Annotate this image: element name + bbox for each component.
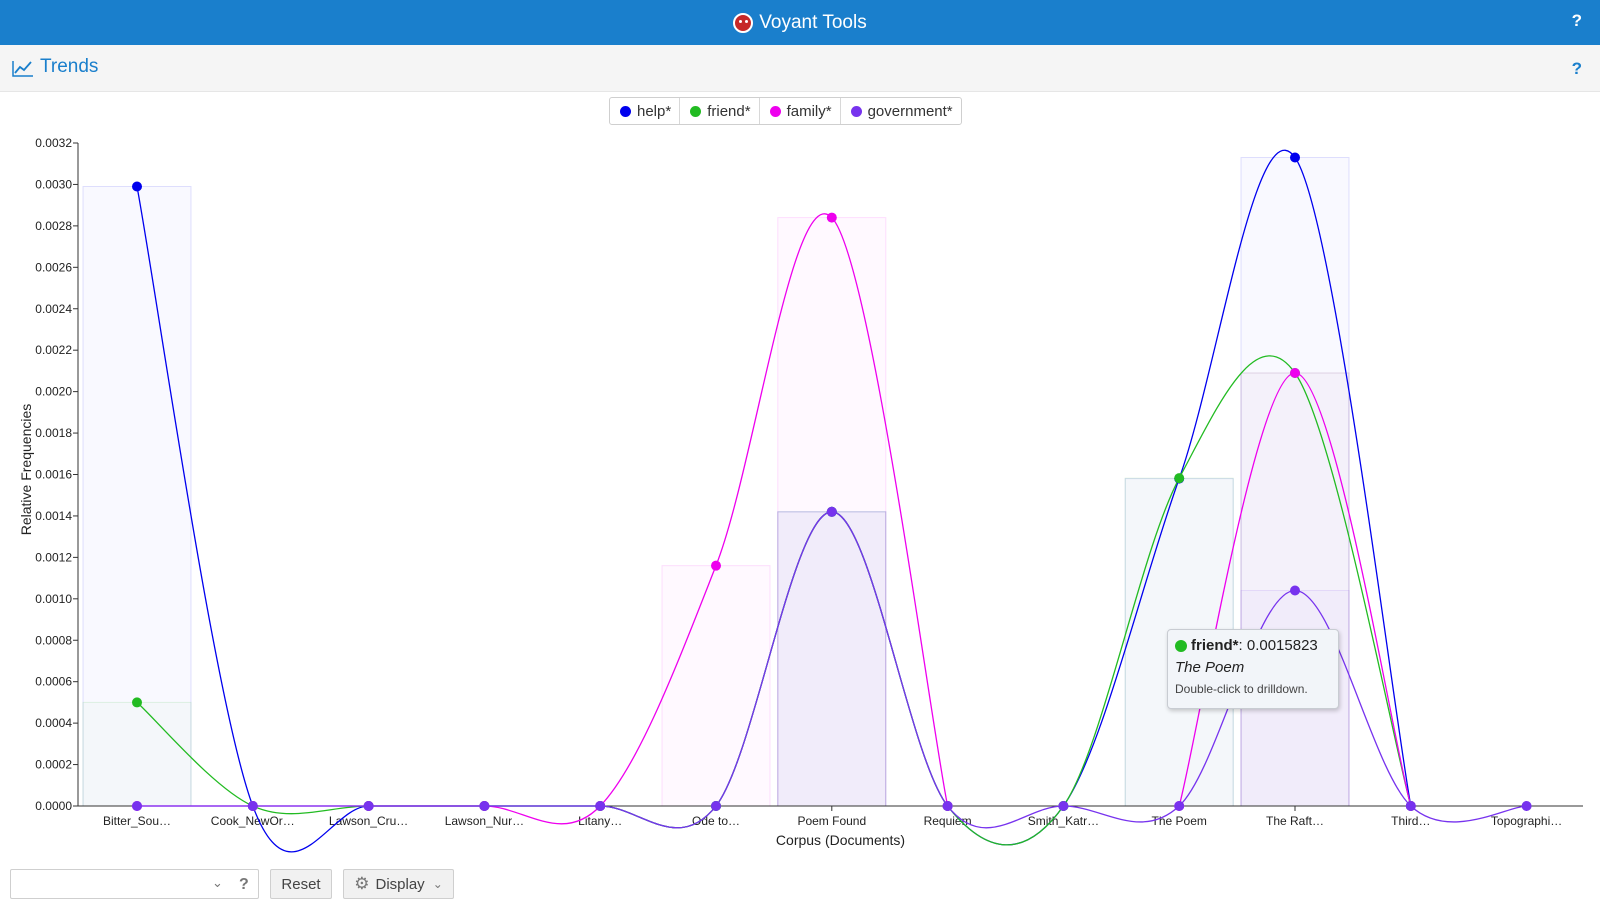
panel-header: Trends ? (0, 45, 1600, 92)
y-axis-label: Relative Frequencies (18, 404, 34, 536)
reset-button-label: Reset (281, 875, 321, 893)
data-point-government-4 (595, 801, 606, 811)
trends-chart[interactable]: 0.0000 0.0002 0.0004 0.0006 0.0008 0.0010 0.00… (0, 92, 1600, 862)
x-axis-label: Corpus (Documents) (776, 832, 905, 848)
data-point-family-5 (711, 560, 721, 571)
x-tick-label: The Raft… (1266, 814, 1324, 828)
term-search-input[interactable] (15, 873, 199, 897)
gear-icon: ⚙ (354, 874, 370, 893)
y-tick-label: 0.0032 (35, 136, 72, 150)
y-tick-label: 0.0030 (35, 177, 72, 191)
x-tick-label: Smith_Katr… (1028, 814, 1099, 828)
x-tick-label: Litany… (578, 814, 622, 828)
data-point-government-6 (826, 506, 837, 517)
term-search-box[interactable]: ⌄ ? (10, 869, 259, 899)
data-point-government-8 (1058, 801, 1069, 811)
tooltip-series-dot-icon (1175, 639, 1187, 652)
y-tick-label: 0.0006 (35, 675, 72, 689)
trend-chart-icon (12, 61, 33, 77)
app-title-group: Voyant Tools (0, 0, 1600, 45)
data-point-government-12 (1521, 801, 1532, 811)
data-point-government-11 (1405, 801, 1416, 811)
y-tick-label: 0.0026 (35, 260, 72, 274)
x-tick-label: Cook_NewOr… (211, 814, 295, 828)
y-tick-label: 0.0016 (35, 468, 72, 482)
toolbar: ⌄ ? Reset ⚙ Display ⌄ (0, 866, 1600, 907)
chart-tooltip: friend* : 0.0015823 The Poem Double-clic… (1167, 629, 1339, 709)
tooltip-document: The Poem (1175, 659, 1245, 676)
y-tick-label: 0.0000 (35, 799, 72, 813)
x-tick-label: Bitter_Sou… (103, 814, 171, 828)
y-tick-label: 0.0028 (35, 219, 72, 233)
bar-family-5 (661, 565, 771, 807)
tooltip-term: friend* (1191, 637, 1239, 654)
x-tick-label: Lawson_Nur… (445, 814, 524, 828)
y-tick-label: 0.0004 (35, 716, 72, 730)
legend-label: family* (786, 102, 832, 120)
data-point-government-2 (363, 801, 374, 811)
bar-government-6 (777, 511, 887, 807)
data-point-government-3 (479, 801, 490, 811)
legend-dot-icon (850, 105, 862, 117)
tooltip-value: : 0.0015823 (1238, 637, 1318, 654)
app-help-button[interactable]: ? (1571, 11, 1582, 30)
y-tick-label: 0.0008 (35, 633, 72, 647)
legend-dot-icon (690, 105, 702, 117)
legend-label: help* (637, 102, 672, 120)
x-tick-label: Lawson_Cru… (329, 814, 408, 828)
y-tick-label: 0.0020 (35, 385, 72, 399)
legend-label: friend* (707, 102, 751, 120)
chart-legend: help* friend* family* government* (609, 97, 962, 125)
y-tick-label: 0.0010 (35, 592, 72, 606)
chevron-down-icon[interactable]: ⌄ (212, 875, 223, 890)
x-tick-label: Third… (1391, 814, 1430, 828)
y-tick-label: 0.0012 (35, 550, 72, 564)
x-tick-label: The Poem (1152, 814, 1207, 828)
x-tick-label: Poem Found (797, 814, 866, 828)
tooltip-hint: Double-click to drilldown. (1175, 682, 1308, 696)
y-tick-label: 0.0018 (35, 426, 72, 440)
data-point-friend-9 (1174, 473, 1185, 484)
data-point-help-10 (1290, 152, 1300, 163)
x-tick-label: Topographi… (1491, 814, 1562, 828)
data-point-family-6 (826, 212, 837, 223)
bar-friend-0 (82, 701, 192, 807)
data-point-government-7 (942, 801, 953, 811)
y-tick-label: 0.0024 (35, 302, 72, 316)
data-point-family-10 (1290, 367, 1300, 378)
data-point-friend-0 (132, 697, 142, 708)
display-button-label: Display (375, 875, 425, 893)
data-point-help-0 (132, 181, 142, 192)
data-point-government-10 (1290, 585, 1300, 596)
data-point-government-9 (1174, 801, 1185, 811)
app-title: Voyant Tools (759, 11, 867, 33)
y-tick-label: 0.0022 (35, 343, 72, 357)
voyant-logo-icon (733, 12, 754, 33)
app-header: Voyant Tools ? (0, 0, 1600, 45)
search-help-button[interactable]: ? (239, 876, 249, 893)
legend-item-1[interactable]: friend* (679, 98, 758, 124)
data-point-government-0 (132, 801, 142, 811)
legend-item-3[interactable]: government* (839, 98, 961, 124)
display-button[interactable]: ⚙ Display ⌄ (343, 869, 454, 899)
legend-dot-icon (620, 105, 631, 117)
legend-item-2[interactable]: family* (758, 98, 840, 124)
data-point-government-1 (247, 801, 258, 811)
panel-title: Trends (40, 56, 99, 77)
legend-item-0[interactable]: help* (610, 98, 679, 124)
legend-dot-icon (769, 105, 781, 117)
data-point-government-5 (711, 801, 721, 811)
y-tick-label: 0.0002 (35, 758, 72, 772)
legend-label: government* (867, 102, 953, 120)
reset-button[interactable]: Reset (270, 869, 332, 899)
chevron-down-icon: ⌄ (432, 877, 443, 891)
panel-help-button[interactable]: ? (1571, 59, 1582, 78)
y-tick-label: 0.0014 (35, 509, 72, 523)
